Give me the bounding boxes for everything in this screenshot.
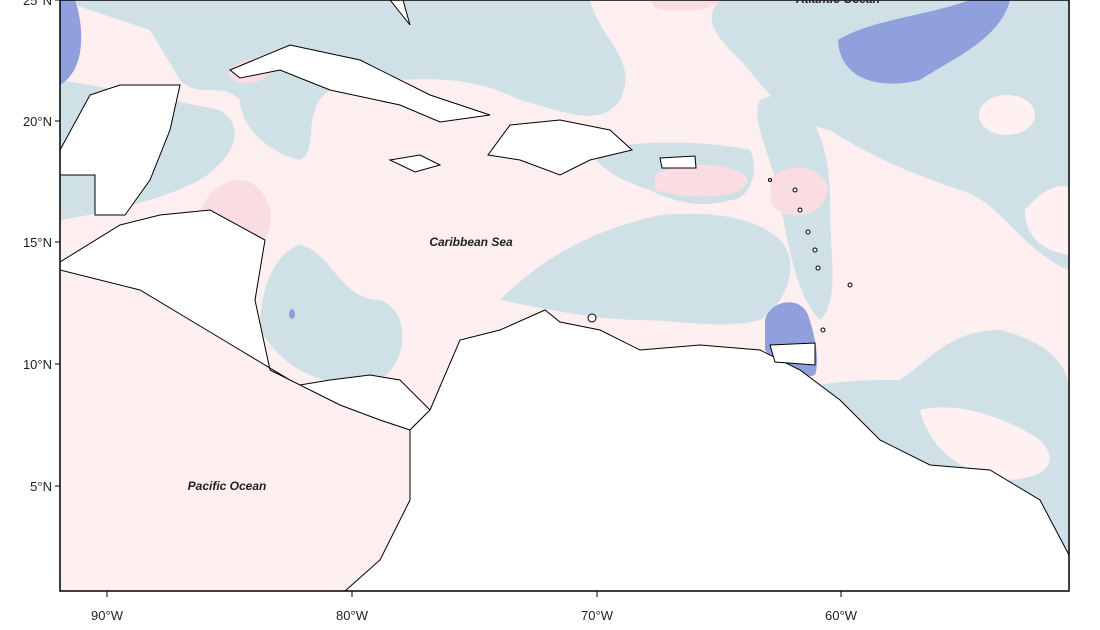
lon-label: 90°W xyxy=(91,608,124,623)
region-label: Atlantic Ocean xyxy=(795,0,880,6)
frame xyxy=(59,0,1070,592)
plot-area xyxy=(60,0,1069,591)
lon-label: 60°W xyxy=(825,608,858,623)
lon-label: 80°W xyxy=(336,608,369,623)
lat-label: 15°N xyxy=(23,235,52,250)
region-label: Pacific Ocean xyxy=(188,479,267,493)
lon-label: 70°W xyxy=(581,608,614,623)
lat-label: 20°N xyxy=(23,114,52,129)
lat-label: 25°N xyxy=(23,0,52,8)
anomaly-near-zero xyxy=(920,95,1069,480)
region-label: Caribbean Sea xyxy=(429,235,513,249)
land xyxy=(60,0,1069,591)
lat-label: 10°N xyxy=(23,357,52,372)
lat-label: 5°N xyxy=(30,479,52,494)
